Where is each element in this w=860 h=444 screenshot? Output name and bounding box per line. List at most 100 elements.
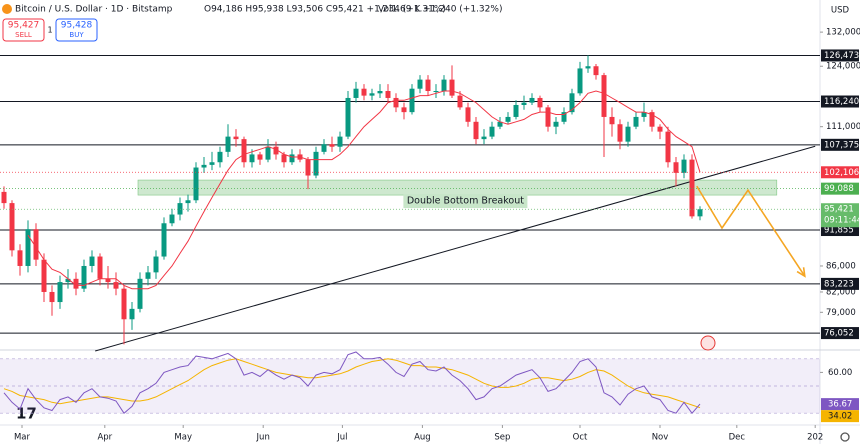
candle-body	[305, 159, 311, 176]
candle-body	[177, 203, 183, 215]
y-tick-label: 124,000	[826, 62, 860, 72]
candle-body	[601, 75, 607, 117]
candle-body	[529, 97, 535, 103]
candle-body	[89, 256, 95, 266]
countdown: 09:11:44	[824, 216, 860, 226]
candle-body	[121, 288, 127, 320]
candle-body	[497, 121, 503, 127]
spread: 1	[47, 26, 52, 35]
candle-body	[233, 136, 239, 140]
candle-body	[337, 136, 343, 147]
rsi-line	[3, 351, 701, 414]
candle-body	[33, 229, 39, 260]
x-tick-label: Nov	[652, 433, 669, 443]
candle-body	[73, 278, 79, 289]
candle-body	[521, 102, 527, 105]
settings-icon[interactable]	[840, 432, 850, 442]
candle-body	[553, 121, 559, 127]
candle-body	[49, 291, 55, 303]
x-tick-label: Jul	[336, 433, 347, 443]
candle-body	[449, 79, 455, 96]
candle-body	[409, 88, 415, 113]
candle-body	[113, 282, 119, 289]
candle-body	[169, 214, 175, 224]
candle-body	[649, 112, 655, 127]
level-tag	[821, 138, 859, 151]
level-label: 126,473	[824, 51, 859, 61]
candle-body	[593, 66, 599, 76]
rsi-ma	[3, 358, 701, 409]
buy-price: 95,428	[61, 21, 93, 31]
candle-body	[665, 131, 671, 163]
x-tick-label: May	[174, 433, 192, 443]
moving-average	[27, 90, 701, 290]
candle-body	[201, 164, 207, 168]
zone-label: Double Bottom Breakout	[407, 196, 524, 207]
candle-body	[17, 250, 23, 266]
level-tag	[821, 49, 859, 62]
candle-body	[585, 66, 591, 69]
y-tick-label: 132,000	[826, 28, 860, 38]
buy-label: BUY	[69, 31, 84, 39]
candle-body	[537, 97, 543, 108]
candle-body	[345, 97, 351, 137]
candle-body	[209, 162, 215, 165]
sell-price: 95,427	[8, 21, 40, 31]
trendline	[95, 145, 816, 352]
candle-body	[633, 116, 639, 127]
candle-body	[489, 126, 495, 137]
candle-body	[353, 88, 359, 98]
sell-button[interactable]	[2, 18, 45, 42]
candle-body	[505, 116, 511, 122]
rsi-value: 36.67	[828, 400, 852, 410]
header: Bitcoin / U.S. Dollar · 1D · Bitstamp O9…	[2, 4, 502, 42]
candle-body	[369, 93, 375, 96]
buy-button[interactable]	[55, 18, 98, 42]
candle-body	[321, 144, 327, 152]
candle-body	[249, 154, 255, 163]
x-tick-label: Oct	[573, 433, 588, 443]
candle-body	[433, 91, 439, 93]
rsi-ma-value: 34.02	[828, 412, 852, 422]
volume: Vol1.69 K +1,240 (+1.32%)	[378, 5, 502, 15]
x-tick-label: Sep	[494, 433, 510, 443]
candle-body	[617, 124, 623, 142]
candle-body	[265, 146, 271, 160]
candle-body	[513, 104, 519, 117]
candle-body	[57, 282, 63, 303]
event-icon[interactable]	[700, 335, 716, 351]
candle-body	[105, 278, 111, 283]
candle-body	[657, 126, 663, 132]
y-tick-label: 79,000	[826, 308, 856, 318]
zone-label-bg	[403, 194, 528, 209]
candle-body	[385, 91, 391, 98]
candle-body	[161, 223, 167, 257]
candle-body	[217, 151, 223, 163]
symbol: Bitcoin / U.S. Dollar · 1D · Bitstamp	[15, 5, 173, 15]
x-tick-label: Aug	[414, 433, 431, 443]
candle-body	[81, 265, 87, 289]
candle-body	[129, 308, 135, 320]
candle-body	[609, 116, 615, 125]
candle-body	[465, 107, 471, 122]
plot: Double Bottom Breakout	[0, 54, 820, 352]
level-tag	[821, 95, 859, 108]
level-label: 83,223	[824, 279, 854, 289]
candle-body	[1, 191, 7, 204]
candle-body	[401, 107, 407, 113]
candle-body	[393, 97, 399, 108]
btc-icon	[2, 4, 12, 14]
candle-body	[273, 146, 279, 155]
candle-body	[473, 121, 479, 140]
candle-body	[185, 200, 191, 204]
candle-body	[545, 107, 551, 127]
rsi-pane	[0, 351, 820, 414]
rsi-tick-label: 60.00	[828, 368, 852, 378]
sell-label: SELL	[15, 31, 32, 39]
candle-body	[377, 91, 383, 94]
candle-body	[281, 154, 287, 163]
candle-body	[481, 136, 487, 140]
candle-body	[65, 278, 71, 283]
price-tag	[821, 166, 859, 179]
rsi-ma-tag	[821, 410, 859, 423]
